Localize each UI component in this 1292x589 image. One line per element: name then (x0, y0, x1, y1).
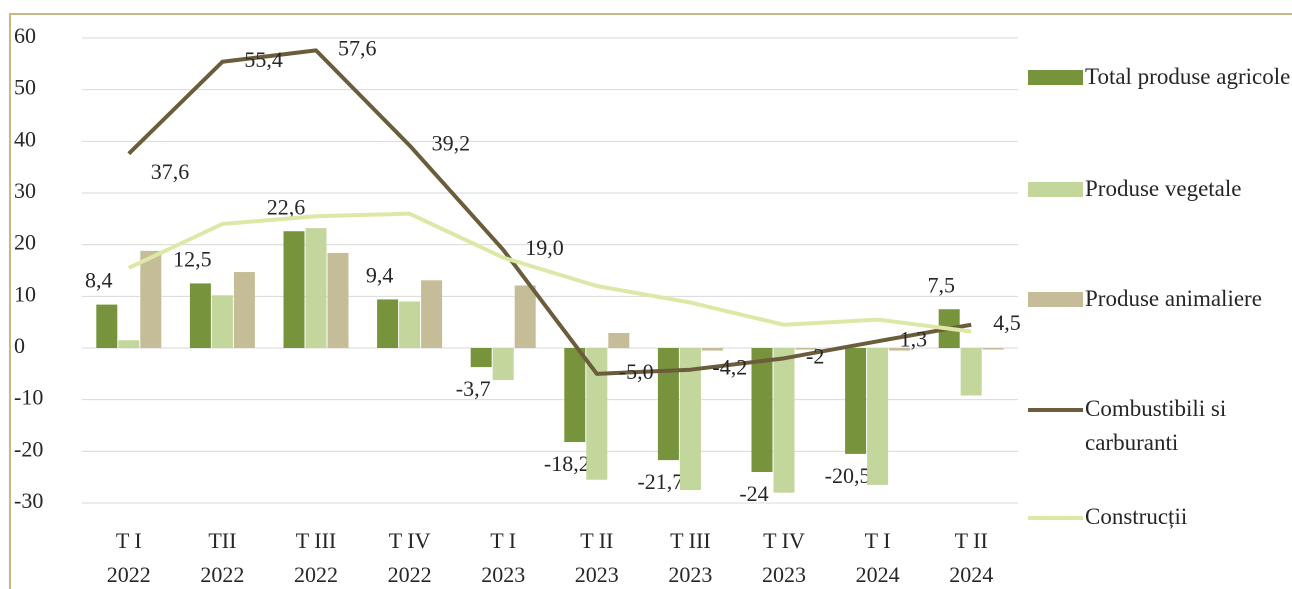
x-tick-label: 2024 (949, 562, 993, 587)
bar (377, 299, 399, 348)
data-label: 7,5 (927, 272, 955, 297)
legend-swatch (1028, 292, 1083, 307)
data-label: 39,2 (432, 131, 471, 156)
x-tick-label: 2022 (294, 562, 338, 587)
legend-swatch (1028, 70, 1083, 85)
line (127, 48, 972, 376)
x-tick-label: T III (670, 528, 711, 553)
y-tick-label: 60 (14, 23, 36, 48)
data-label: -20,5 (825, 463, 871, 488)
bar (845, 348, 867, 454)
bar (657, 348, 679, 461)
data-label: 8,4 (85, 268, 113, 293)
y-tick-label: 20 (14, 230, 36, 255)
y-tick-label: 50 (14, 75, 36, 100)
data-label: 57,6 (338, 35, 377, 60)
x-tick-label: 2023 (668, 562, 712, 587)
x-tick-label: T I (490, 528, 516, 553)
bar (795, 348, 817, 350)
bar (140, 250, 162, 348)
bar (421, 280, 443, 348)
bar (470, 348, 492, 368)
data-label: -4,2 (712, 355, 747, 380)
legend-label: Produse vegetale (1085, 176, 1242, 201)
bar (492, 348, 514, 381)
legend-item: Produse vegetale (1028, 172, 1292, 206)
legend-item: Produse animaliere (1028, 282, 1292, 316)
data-label: 22,6 (267, 194, 306, 219)
x-tick-label: 2023 (762, 562, 806, 587)
data-label: -2 (806, 343, 824, 368)
legend-label: Combustibili si carburanti (1085, 396, 1227, 455)
y-tick-label: -10 (14, 385, 43, 410)
y-tick-label: 0 (14, 333, 25, 358)
data-label: -18,2 (544, 451, 590, 476)
bar (399, 301, 421, 348)
x-tick-label: 2023 (575, 562, 619, 587)
x-tick-label: T III (296, 528, 337, 553)
legend-item: Construcții (1028, 500, 1292, 534)
x-tick-label: 2023 (481, 562, 525, 587)
bar (96, 304, 118, 348)
bar (564, 348, 586, 443)
bar (283, 231, 305, 348)
x-tick-label: 2024 (856, 562, 900, 587)
data-label: 4,5 (993, 310, 1021, 335)
bar (211, 295, 233, 348)
data-label: 12,5 (173, 246, 212, 271)
bar (233, 272, 255, 348)
y-tick-label: 40 (14, 126, 36, 151)
bar (889, 348, 911, 351)
bar (867, 348, 889, 485)
line (127, 211, 972, 334)
data-label: 37,6 (151, 159, 190, 184)
data-label: 55,4 (244, 47, 283, 72)
x-tick-label: T IV (389, 528, 431, 553)
legend-label: Total produse agricole (1085, 64, 1291, 89)
legend-item: Combustibili si carburanti (1028, 392, 1292, 460)
bar (305, 228, 327, 348)
legend-item: Total produse agricole (1028, 60, 1292, 94)
x-tick-label: 2022 (107, 562, 151, 587)
legend-label: Produse animaliere (1085, 286, 1262, 311)
frame (9, 13, 1292, 589)
legend-label: Construcții (1085, 504, 1188, 529)
bar (773, 348, 795, 493)
legend-swatch (1028, 182, 1083, 197)
data-label: -21,7 (637, 469, 683, 494)
data-label: -5,0 (619, 359, 654, 384)
x-tick-label: T II (580, 528, 613, 553)
x-tick-label: T II (955, 528, 988, 553)
legend-swatch (1028, 516, 1083, 520)
x-tick-label: TII (208, 528, 236, 553)
data-label: -3,7 (456, 376, 491, 401)
data-label: 9,4 (366, 262, 394, 287)
y-tick-label: 30 (14, 178, 36, 203)
bar (982, 348, 1004, 350)
bar (701, 348, 723, 351)
y-tick-label: -30 (14, 488, 43, 513)
y-tick-label: 10 (14, 281, 36, 306)
x-tick-label: T I (116, 528, 142, 553)
x-tick-label: T IV (763, 528, 805, 553)
bar (586, 348, 608, 480)
data-label: 1,3 (900, 326, 928, 351)
bar (608, 333, 630, 348)
bar (960, 348, 982, 396)
bar (751, 348, 773, 472)
x-tick-label: 2022 (200, 562, 244, 587)
bar (118, 340, 140, 348)
y-tick-label: -20 (14, 436, 43, 461)
data-label: -24 (739, 481, 768, 506)
bar (514, 285, 536, 348)
bar (189, 283, 211, 348)
x-tick-label: 2022 (388, 562, 432, 587)
legend-swatch (1028, 408, 1083, 412)
bar (327, 252, 349, 348)
data-label: 19,0 (525, 235, 564, 260)
x-tick-label: T I (865, 528, 891, 553)
bar (679, 348, 701, 491)
